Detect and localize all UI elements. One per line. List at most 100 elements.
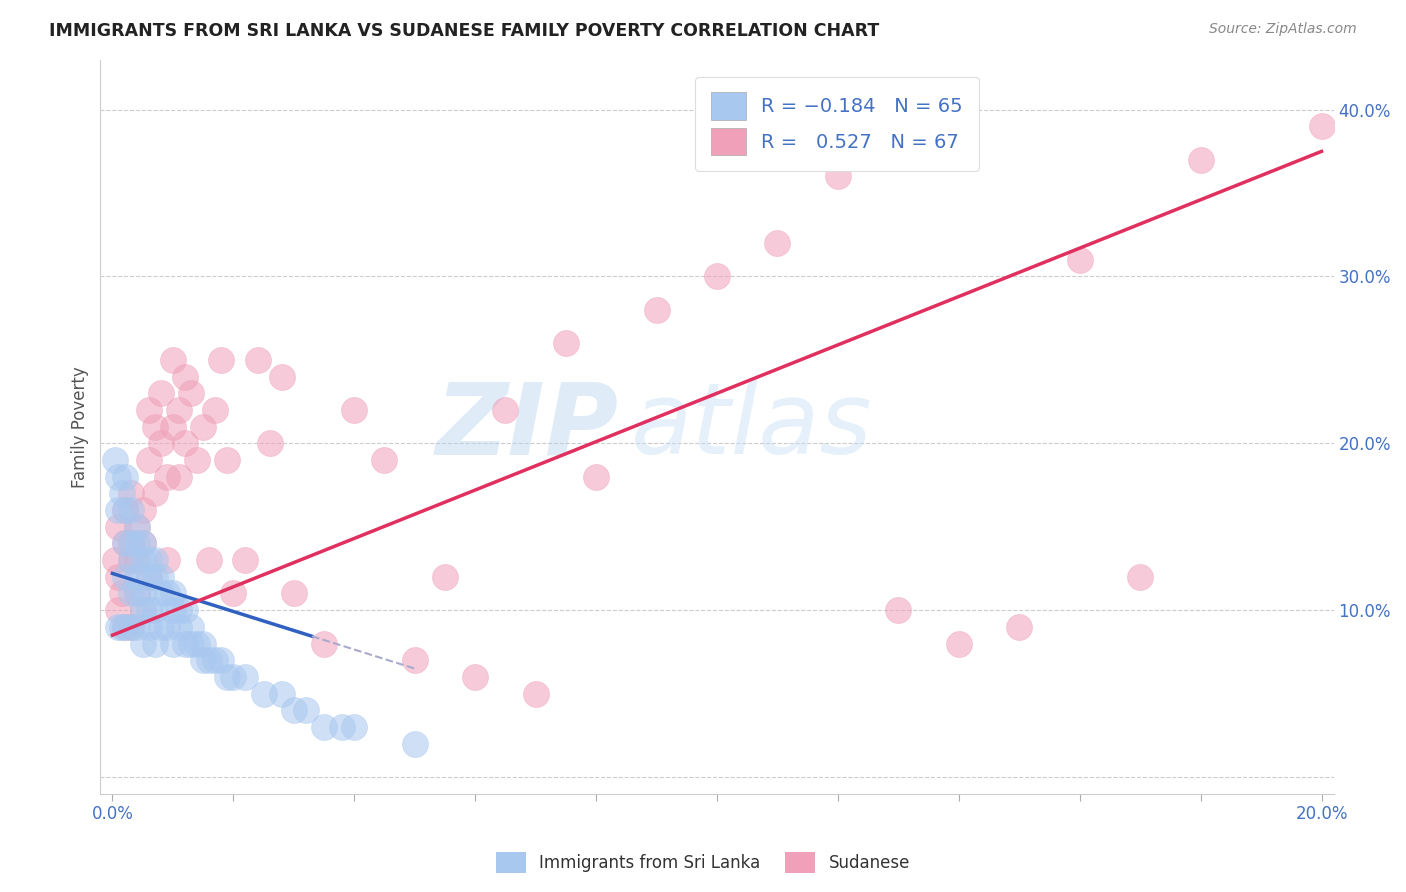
Point (217, 453, 239, 467)
Point (143, 570, 166, 584)
Point (1129, 570, 1152, 584)
Point (1310, 120, 1333, 134)
Point (162, 419, 184, 434)
Point (186, 636, 208, 650)
Point (186, 453, 208, 467)
Point (114, 503, 136, 517)
Point (125, 536, 148, 550)
Point (766, 236, 789, 251)
Point (107, 503, 129, 517)
Point (204, 653, 226, 667)
Point (312, 720, 335, 734)
Point (191, 636, 214, 650)
Point (149, 386, 172, 401)
Point (198, 553, 221, 567)
Point (120, 486, 142, 500)
Point (156, 620, 179, 634)
Point (162, 636, 184, 650)
Point (645, 302, 668, 317)
Point (167, 469, 190, 483)
Point (167, 403, 190, 417)
Point (138, 620, 160, 634)
Point (114, 620, 136, 634)
Legend: Immigrants from Sri Lanka, Sudanese: Immigrants from Sri Lanka, Sudanese (489, 846, 917, 880)
Point (114, 503, 136, 517)
Point (167, 603, 190, 617)
Point (162, 603, 184, 617)
Point (149, 570, 172, 584)
Point (149, 586, 172, 600)
Point (180, 636, 202, 650)
Point (330, 720, 353, 734)
Point (156, 553, 179, 567)
Point (198, 653, 221, 667)
Point (433, 570, 456, 584)
Point (1008, 620, 1031, 634)
Point (143, 553, 166, 567)
Point (104, 453, 127, 467)
Point (149, 436, 172, 450)
Point (167, 620, 190, 634)
Point (107, 469, 129, 483)
Point (209, 653, 232, 667)
Point (143, 636, 166, 650)
Point (114, 570, 136, 584)
Point (827, 169, 849, 184)
Point (174, 603, 197, 617)
Point (131, 503, 153, 517)
Point (464, 670, 486, 684)
Point (138, 403, 160, 417)
Point (162, 352, 184, 367)
Point (120, 620, 142, 634)
Legend: R = −0.184   N = 65, R =   0.527   N = 67: R = −0.184 N = 65, R = 0.527 N = 67 (696, 77, 979, 170)
Point (524, 687, 547, 701)
Point (706, 269, 728, 284)
Point (114, 469, 136, 483)
Point (120, 553, 142, 567)
Point (162, 586, 184, 600)
Point (138, 553, 160, 567)
Point (104, 553, 127, 567)
Point (131, 553, 153, 567)
Text: IMMIGRANTS FROM SRI LANKA VS SUDANESE FAMILY POVERTY CORRELATION CHART: IMMIGRANTS FROM SRI LANKA VS SUDANESE FA… (49, 22, 880, 40)
Point (120, 536, 142, 550)
Point (156, 586, 179, 600)
Point (180, 620, 202, 634)
Point (252, 687, 274, 701)
Point (131, 586, 153, 600)
Point (222, 670, 245, 684)
Point (270, 687, 292, 701)
Point (156, 469, 179, 483)
Point (404, 653, 426, 667)
Point (120, 503, 142, 517)
Point (138, 570, 160, 584)
Point (110, 486, 132, 500)
Point (107, 603, 129, 617)
Point (259, 436, 281, 450)
Point (174, 369, 197, 384)
Point (120, 586, 142, 600)
Point (204, 403, 226, 417)
Point (149, 620, 172, 634)
Point (138, 570, 160, 584)
Point (283, 586, 305, 600)
Point (585, 469, 607, 483)
Point (143, 603, 166, 617)
Point (343, 403, 366, 417)
Y-axis label: Family Poverty: Family Poverty (72, 366, 89, 488)
Point (107, 570, 129, 584)
Point (143, 419, 166, 434)
Point (114, 536, 136, 550)
Text: ZIP: ZIP (436, 378, 619, 475)
Point (235, 670, 257, 684)
Point (131, 536, 153, 550)
Point (404, 737, 426, 751)
Point (1069, 252, 1091, 267)
Point (222, 586, 245, 600)
Point (120, 620, 142, 634)
Point (131, 603, 153, 617)
Point (143, 486, 166, 500)
Point (270, 369, 292, 384)
Point (217, 670, 239, 684)
Point (295, 703, 318, 717)
